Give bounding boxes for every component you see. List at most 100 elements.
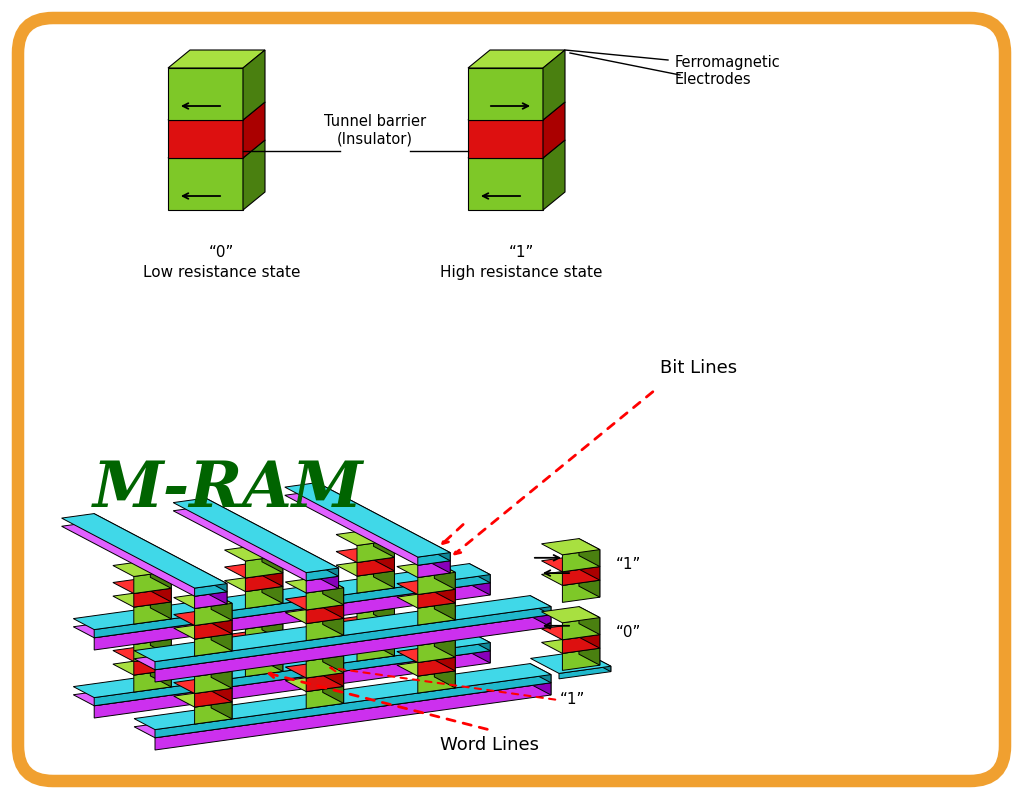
Polygon shape xyxy=(224,613,282,629)
Polygon shape xyxy=(579,637,599,666)
Polygon shape xyxy=(150,578,171,602)
Polygon shape xyxy=(168,68,243,120)
Polygon shape xyxy=(134,672,551,737)
Polygon shape xyxy=(435,646,455,671)
Polygon shape xyxy=(134,602,171,624)
Polygon shape xyxy=(357,639,395,661)
Polygon shape xyxy=(543,50,565,120)
Polygon shape xyxy=(194,634,232,656)
Polygon shape xyxy=(134,656,171,675)
Polygon shape xyxy=(74,631,490,698)
Polygon shape xyxy=(173,507,339,581)
Polygon shape xyxy=(113,659,171,675)
Polygon shape xyxy=(224,643,282,660)
Polygon shape xyxy=(530,664,551,683)
Polygon shape xyxy=(417,572,455,594)
Polygon shape xyxy=(579,569,599,597)
Text: “0”: “0” xyxy=(616,626,641,641)
Polygon shape xyxy=(530,604,551,627)
Polygon shape xyxy=(262,613,282,641)
Polygon shape xyxy=(397,578,455,594)
Text: “0”: “0” xyxy=(209,245,234,260)
Polygon shape xyxy=(243,140,265,210)
Polygon shape xyxy=(194,688,232,707)
Polygon shape xyxy=(211,610,232,634)
Polygon shape xyxy=(468,68,543,120)
Polygon shape xyxy=(579,555,599,580)
Polygon shape xyxy=(373,628,395,656)
Polygon shape xyxy=(579,623,599,648)
Polygon shape xyxy=(541,555,599,572)
Polygon shape xyxy=(168,140,265,158)
Polygon shape xyxy=(211,592,232,620)
Polygon shape xyxy=(322,607,344,635)
Text: “1”: “1” xyxy=(560,693,585,707)
Polygon shape xyxy=(579,539,599,566)
Polygon shape xyxy=(174,691,232,707)
Polygon shape xyxy=(211,691,232,719)
Polygon shape xyxy=(94,514,227,592)
Polygon shape xyxy=(224,575,282,591)
Polygon shape xyxy=(373,547,395,571)
Polygon shape xyxy=(306,588,344,610)
Polygon shape xyxy=(559,666,611,679)
Polygon shape xyxy=(470,640,490,663)
Text: M-RAM: M-RAM xyxy=(93,459,363,521)
Polygon shape xyxy=(417,590,455,608)
Polygon shape xyxy=(174,678,232,694)
Polygon shape xyxy=(150,646,171,670)
Polygon shape xyxy=(541,637,599,654)
Polygon shape xyxy=(543,102,565,158)
Polygon shape xyxy=(543,140,565,210)
Polygon shape xyxy=(113,560,171,577)
Polygon shape xyxy=(563,580,599,602)
Polygon shape xyxy=(113,578,171,594)
Text: Low resistance state: Low resistance state xyxy=(143,265,300,280)
Polygon shape xyxy=(134,604,551,670)
Polygon shape xyxy=(322,662,344,686)
Text: Ferromagnetic
Electrodes: Ferromagnetic Electrodes xyxy=(675,55,781,87)
Polygon shape xyxy=(563,634,599,654)
Polygon shape xyxy=(530,595,551,614)
Polygon shape xyxy=(150,560,171,588)
Polygon shape xyxy=(194,583,227,596)
Polygon shape xyxy=(211,660,232,688)
Polygon shape xyxy=(168,50,265,68)
Polygon shape xyxy=(134,664,551,729)
Polygon shape xyxy=(246,624,282,646)
Polygon shape xyxy=(470,563,490,582)
FancyBboxPatch shape xyxy=(18,18,1005,781)
Text: Tunnel barrier
(Insulator): Tunnel barrier (Insulator) xyxy=(324,113,426,146)
Polygon shape xyxy=(211,678,232,702)
Polygon shape xyxy=(541,539,599,555)
Polygon shape xyxy=(417,561,450,578)
Polygon shape xyxy=(306,576,339,593)
Polygon shape xyxy=(94,574,490,638)
Polygon shape xyxy=(194,620,232,639)
Polygon shape xyxy=(582,651,611,672)
Polygon shape xyxy=(173,498,339,573)
Text: “1”: “1” xyxy=(508,245,534,260)
Polygon shape xyxy=(322,645,344,673)
Polygon shape xyxy=(337,529,395,546)
Polygon shape xyxy=(337,560,395,576)
Polygon shape xyxy=(262,545,282,573)
Text: Bit Lines: Bit Lines xyxy=(660,359,738,377)
Polygon shape xyxy=(155,683,551,750)
Polygon shape xyxy=(397,646,455,662)
Polygon shape xyxy=(174,623,232,639)
Polygon shape xyxy=(246,573,282,591)
Polygon shape xyxy=(150,591,171,619)
Polygon shape xyxy=(306,686,344,709)
Polygon shape xyxy=(206,507,339,589)
Polygon shape xyxy=(357,608,395,630)
Polygon shape xyxy=(468,102,565,120)
Polygon shape xyxy=(61,514,227,588)
Polygon shape xyxy=(417,553,450,565)
Text: “1”: “1” xyxy=(616,558,641,572)
Polygon shape xyxy=(134,588,171,607)
Polygon shape xyxy=(211,623,232,651)
Polygon shape xyxy=(262,575,282,603)
Polygon shape xyxy=(174,592,232,609)
Polygon shape xyxy=(435,630,455,658)
